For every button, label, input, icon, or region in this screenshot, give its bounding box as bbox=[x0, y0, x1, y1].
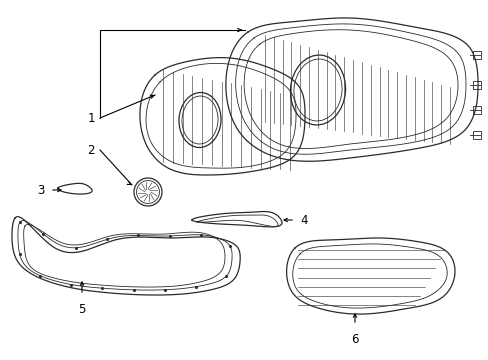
Text: 6: 6 bbox=[350, 333, 358, 346]
Bar bbox=[472, 106, 480, 114]
Text: 2: 2 bbox=[87, 144, 95, 157]
Text: 1: 1 bbox=[87, 112, 95, 125]
Text: 5: 5 bbox=[78, 303, 85, 316]
Text: 4: 4 bbox=[299, 213, 307, 226]
Text: 3: 3 bbox=[38, 184, 45, 197]
Bar bbox=[472, 81, 480, 89]
Bar bbox=[472, 51, 480, 59]
Bar bbox=[472, 131, 480, 139]
